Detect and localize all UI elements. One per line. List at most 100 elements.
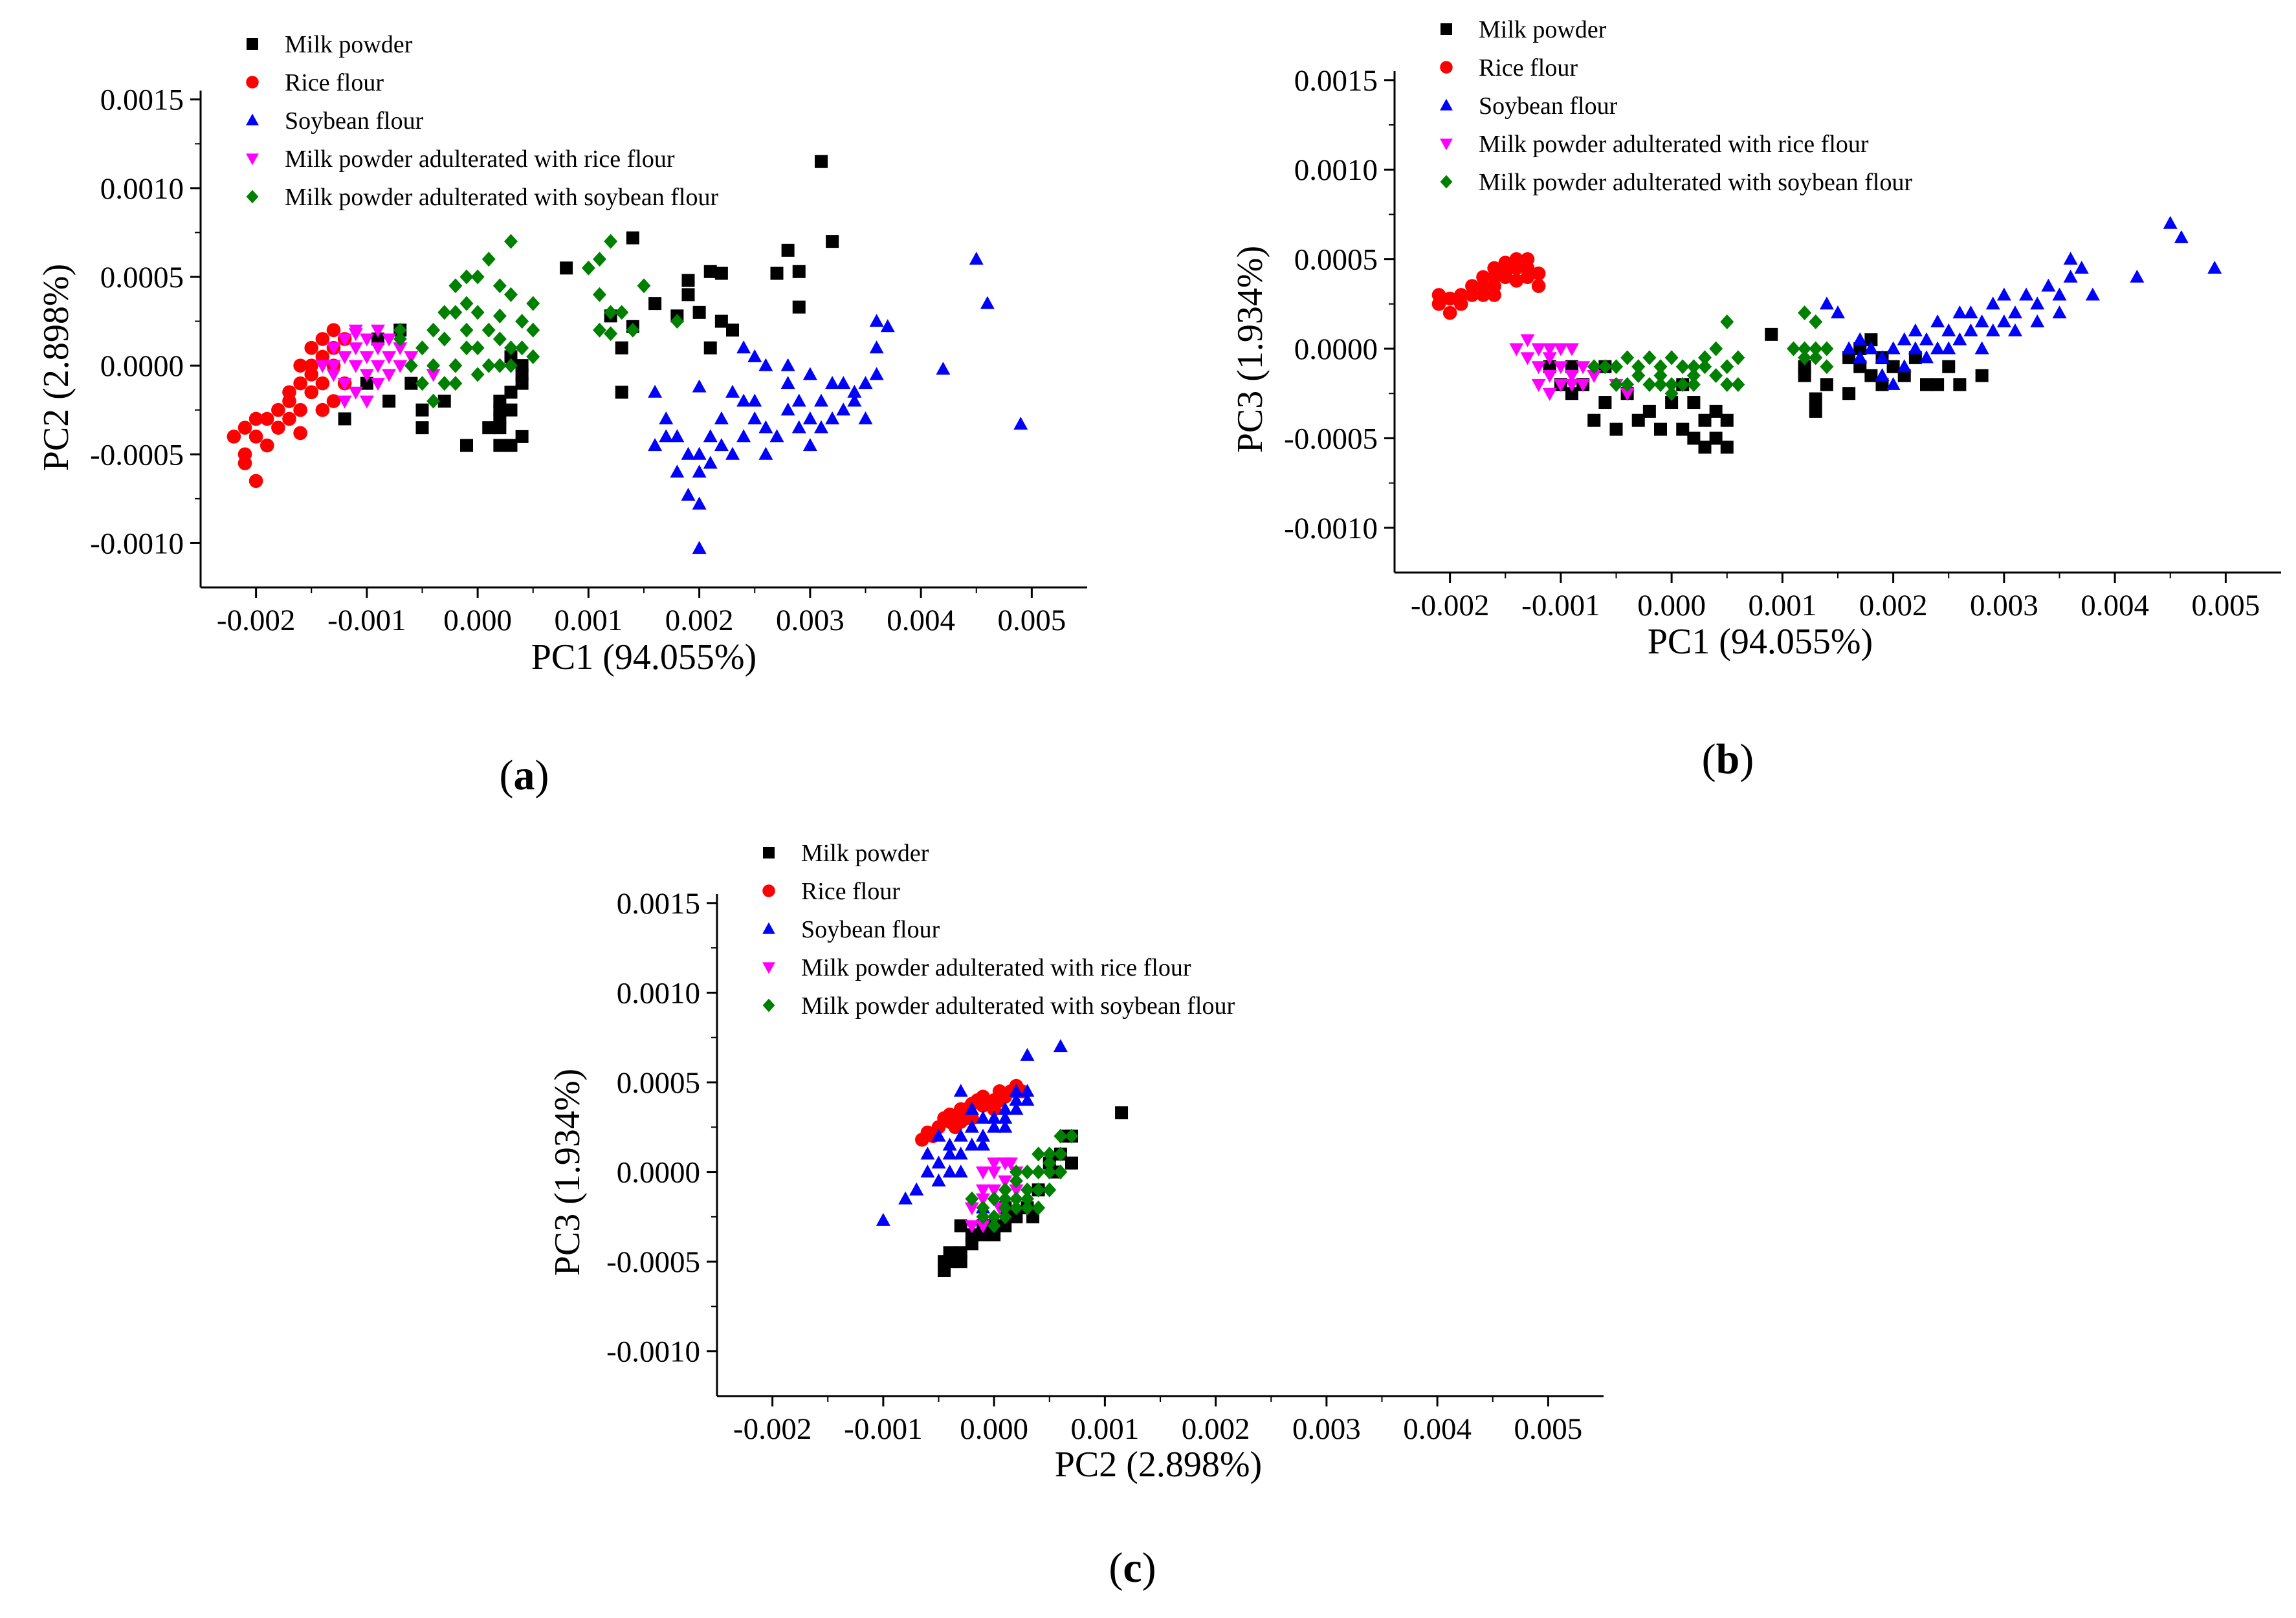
panel-c-caption: (c): [1109, 1544, 1156, 1591]
panel-a-point-soybean-flour: [814, 393, 828, 407]
panel-b-y-axis-title: PC3 (1.934%): [1230, 246, 1270, 453]
panel-a-series-soybean-flour: [648, 252, 1028, 554]
panel-b: -0.002 -0.001 0.000 0.001 0.002 0.003 0.004 0.0…: [1230, 16, 2281, 783]
panel-b-point-milk-powder-adulterated-with-soybean-flour: [1698, 359, 1712, 375]
panel-a-point-milk-powder-adulterated-with-rice-flour: [359, 333, 374, 347]
panel-b-point-milk-powder-adulterated-with-soybean-flour: [1809, 314, 1823, 329]
panel-c-point-milk-powder: [965, 1228, 978, 1241]
panel-c-legend-label-milk-powder: Milk powder: [801, 840, 929, 867]
panel-c-point-milk-powder-adulterated-with-soybean-flour: [965, 1191, 979, 1207]
panel-b-caption: (b): [1702, 736, 1754, 783]
panel-b-point-rice-flour: [1498, 256, 1513, 270]
panel-b-point-milk-powder-adulterated-with-rice-flour: [1542, 388, 1557, 401]
panel-b-point-soybean-flour: [1886, 377, 1901, 390]
panel-b-point-milk-powder-adulterated-with-soybean-flour: [1720, 314, 1734, 329]
panel-b-series-soybean-flour: [1819, 215, 2222, 390]
panel-b-point-rice-flour: [1520, 270, 1535, 285]
panel-a-point-soybean-flour: [747, 349, 762, 362]
panel-a-point-milk-powder-adulterated-with-soybean-flour: [626, 322, 640, 338]
panel-a-y-tick-label: 0.0010: [100, 172, 184, 206]
panel-b-point-soybean-flour: [1908, 341, 1923, 355]
panel-c-point-milk-powder-adulterated-with-rice-flour: [1003, 1157, 1018, 1171]
panel-a-point-milk-powder: [792, 265, 806, 278]
panel-c-point-soybean-flour: [920, 1146, 935, 1160]
panel-a-point-milk-powder: [415, 421, 429, 435]
panel-c-point-milk-powder: [1026, 1210, 1040, 1223]
panel-c-point-milk-powder-adulterated-with-soybean-flour: [1021, 1200, 1034, 1216]
panel-a-point-soybean-flour: [825, 376, 840, 389]
panel-b-point-soybean-flour: [1996, 314, 2011, 327]
panel-b-point-milk-powder: [1631, 413, 1645, 427]
panel-b-point-milk-powder-adulterated-with-soybean-flour: [1698, 350, 1712, 366]
panel-a-point-milk-powder-adulterated-with-soybean-flour: [526, 349, 540, 364]
panel-b-point-milk-powder: [1609, 422, 1623, 436]
panel-c-point-soybean-flour: [942, 1137, 957, 1151]
panel-a-point-milk-powder-adulterated-with-soybean-flour: [504, 234, 518, 249]
panel-c-point-milk-powder-adulterated-with-soybean-flour: [1054, 1128, 1068, 1144]
panel-b-point-soybean-flour: [1985, 296, 2000, 310]
panel-a-point-milk-powder-adulterated-with-rice-flour: [348, 342, 363, 356]
panel-b-point-milk-powder-adulterated-with-soybean-flour: [1809, 350, 1823, 366]
panel-c-point-milk-powder-adulterated-with-soybean-flour: [1009, 1164, 1023, 1180]
panel-b-point-soybean-flour: [2030, 296, 2045, 310]
panel-a-point-milk-powder-adulterated-with-soybean-flour: [404, 358, 418, 373]
panel-a-x-axis-title: PC1 (94.055%): [531, 637, 756, 677]
panel-b-caption-close: ): [1739, 736, 1754, 783]
panel-a-point-milk-powder-adulterated-with-rice-flour: [326, 342, 341, 356]
panel-b-point-rice-flour: [1465, 288, 1479, 302]
panel-a-point-soybean-flour: [869, 367, 884, 380]
panel-b-y-tick-label: -0.0010: [1284, 512, 1378, 545]
panel-a-point-milk-powder: [781, 243, 795, 257]
panel-a-point-soybean-flour: [1013, 417, 1028, 430]
panel-b-point-milk-powder: [1654, 422, 1667, 436]
panel-b-point-milk-powder-adulterated-with-soybean-flour: [1709, 341, 1723, 356]
panel-b-point-milk-powder-adulterated-with-soybean-flour: [1720, 359, 1734, 375]
panel-c-series-soybean-flour: [876, 1039, 1068, 1226]
panel-a-point-milk-powder: [515, 359, 529, 373]
panel-a-caption-open: (: [500, 752, 514, 799]
panel-c-point-soybean-flour: [1020, 1093, 1035, 1106]
panel-a-point-milk-powder: [681, 274, 695, 287]
panel-a-point-milk-powder: [726, 323, 739, 337]
panel-a-point-milk-powder: [815, 155, 828, 168]
panel-a-point-soybean-flour: [847, 393, 862, 407]
panel-a-point-soybean-flour: [648, 384, 663, 398]
panel-a-point-milk-powder-adulterated-with-soybean-flour: [492, 358, 507, 373]
panel-b-series-milk-powder-adulterated-with-soybean-flour: [1587, 305, 1834, 401]
panel-b-point-milk-powder-adulterated-with-soybean-flour: [1787, 341, 1800, 356]
panel-a-point-milk-powder-adulterated-with-soybean-flour: [470, 305, 485, 320]
panel-b-legend-marker-soybean-flour: [1440, 98, 1453, 111]
panel-c-point-milk-powder-adulterated-with-rice-flour: [976, 1193, 990, 1207]
panel-b-point-milk-powder-adulterated-with-rice-flour: [1576, 361, 1591, 375]
panel-c-point-soybean-flour: [976, 1128, 990, 1142]
panel-c-point-soybean-flour: [976, 1110, 990, 1124]
panel-b-point-rice-flour: [1487, 261, 1501, 276]
panel-b-point-soybean-flour: [1864, 341, 1879, 355]
panel-a-point-soybean-flour: [648, 438, 663, 452]
panel-a-point-milk-powder-adulterated-with-soybean-flour: [604, 234, 618, 249]
panel-a-x-tick-label: 0.002: [665, 604, 734, 637]
panel-b-point-soybean-flour: [2030, 314, 2045, 327]
panel-c-point-soybean-flour: [909, 1182, 924, 1196]
panel-a-point-rice-flour: [315, 332, 330, 346]
panel-b-point-milk-powder-adulterated-with-soybean-flour: [1631, 359, 1646, 375]
panel-a-point-milk-powder: [515, 430, 529, 443]
panel-a-point-milk-powder-adulterated-with-rice-flour: [359, 369, 374, 382]
panel-a-point-soybean-flour: [703, 455, 718, 469]
panel-b-point-milk-powder: [1920, 378, 1933, 391]
panel-a-point-milk-powder-adulterated-with-rice-flour: [371, 378, 385, 391]
panel-a-point-milk-powder-adulterated-with-rice-flour: [371, 360, 385, 373]
panel-c-point-milk-powder-adulterated-with-soybean-flour: [987, 1218, 1001, 1234]
panel-a-point-milk-powder-adulterated-with-soybean-flour: [604, 326, 618, 342]
panel-c-point-soybean-flour: [898, 1191, 913, 1205]
panel-a-point-milk-powder-adulterated-with-soybean-flour: [581, 260, 595, 276]
panel-a-point-rice-flour: [248, 474, 263, 488]
panel-b-point-milk-powder: [1565, 387, 1578, 400]
panel-b-point-milk-powder-adulterated-with-soybean-flour: [1686, 368, 1701, 384]
panel-b-point-milk-powder: [1875, 378, 1889, 391]
panel-c-caption-letter: c: [1123, 1544, 1142, 1591]
panel-a-point-milk-powder-adulterated-with-soybean-flour: [426, 393, 441, 409]
panel-a-legend-marker-rice-flour: [246, 76, 259, 89]
panel-c-y-tick-label: 0.0005: [617, 1066, 700, 1100]
panel-a-point-milk-powder: [792, 300, 806, 314]
